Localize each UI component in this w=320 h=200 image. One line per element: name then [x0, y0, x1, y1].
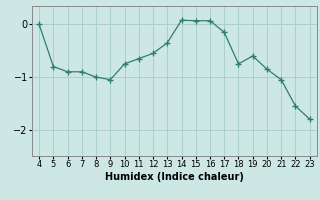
X-axis label: Humidex (Indice chaleur): Humidex (Indice chaleur): [105, 172, 244, 182]
